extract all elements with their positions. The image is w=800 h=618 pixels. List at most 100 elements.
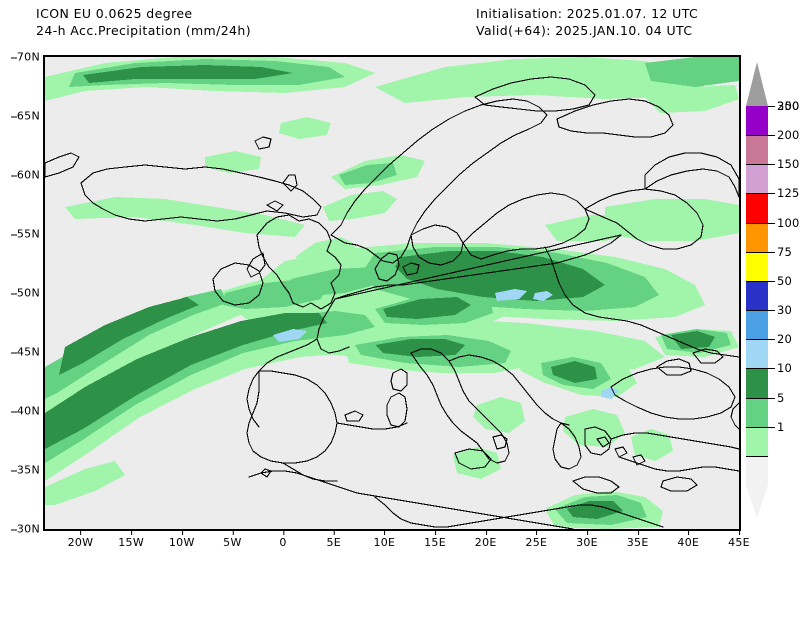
colorbar-tick-mark bbox=[768, 222, 775, 224]
map-plot-area bbox=[43, 55, 741, 531]
header-left-block: ICON EU 0.0625 degree 24-h Acc.Precipita… bbox=[36, 5, 251, 39]
colorbar-tick-label: 125 bbox=[777, 186, 800, 201]
colorbar-band bbox=[746, 455, 768, 485]
coastlines bbox=[45, 76, 739, 529]
latitude-tick-label: 45N bbox=[10, 346, 40, 359]
latitude-tick-mark bbox=[10, 116, 17, 117]
longitude-tick-label: 20E bbox=[475, 529, 497, 549]
colorbar-tick-label: 150 bbox=[777, 157, 800, 172]
colorbar-tick-mark bbox=[768, 368, 775, 370]
latitude-tick-mark bbox=[10, 411, 17, 412]
latitude-tick-mark bbox=[10, 352, 17, 353]
longitude-tick-label: 30E bbox=[576, 529, 598, 549]
colorbar-band bbox=[746, 397, 768, 427]
colorbar-tick-label: 250 bbox=[777, 99, 800, 113]
colorbar-tick-label: 5 bbox=[777, 390, 785, 405]
colorbar-tick-mark bbox=[768, 106, 775, 107]
longitude-tick-label: 45E bbox=[728, 529, 750, 549]
colorbar-band bbox=[746, 280, 768, 311]
longitude-tick-label: 35E bbox=[627, 529, 649, 549]
colorbar-over-arrow bbox=[746, 62, 768, 106]
longitude-tick-mark bbox=[688, 529, 690, 535]
colorbar-band bbox=[746, 339, 768, 369]
latitude-tick-label: 70N bbox=[10, 51, 40, 64]
colorbar-tick-label: 100 bbox=[777, 215, 800, 230]
model-name-label: ICON EU 0.0625 degree bbox=[36, 6, 193, 21]
longitude-tick-label: 0 bbox=[279, 529, 286, 549]
colorbar-tick-label: 200 bbox=[777, 128, 800, 143]
colorbar-band bbox=[746, 135, 768, 165]
colorbar-band bbox=[746, 164, 768, 194]
longitude-tick-label: 10W bbox=[169, 529, 195, 549]
longitude-tick-label: 20W bbox=[68, 529, 94, 549]
valid-time-label: Valid(+64): 2025.JAN.10. 04 UTC bbox=[476, 23, 693, 38]
colorbar-band bbox=[746, 426, 768, 456]
colorbar-tick-label: 75 bbox=[777, 244, 793, 259]
latitude-tick-label: 60N bbox=[10, 169, 40, 182]
colorbar-band bbox=[746, 222, 768, 252]
longitude-tick-mark bbox=[80, 529, 82, 535]
longitude-tick-mark bbox=[536, 529, 538, 535]
latitude-tick-mark bbox=[10, 293, 17, 294]
latitude-tick-mark bbox=[10, 529, 17, 530]
header-right-block: Initialisation: 2025.01.07. 12 UTC Valid… bbox=[476, 5, 698, 39]
map-canvas bbox=[45, 57, 739, 529]
colorbar-tick-mark bbox=[768, 339, 775, 341]
longitude-tick-label: 15E bbox=[424, 529, 446, 549]
latitude-tick-label: 55N bbox=[10, 228, 40, 241]
colorbar-band bbox=[746, 193, 768, 223]
colorbar-tick-label: 1 bbox=[777, 419, 785, 434]
longitude-tick-mark bbox=[283, 529, 285, 535]
longitude-tick-mark bbox=[587, 529, 589, 535]
colorbar-tick-label: 30 bbox=[777, 303, 793, 318]
colorbar-band bbox=[746, 251, 768, 281]
longitude-tick-label: 15W bbox=[118, 529, 144, 549]
longitude-tick-label: 25E bbox=[525, 529, 547, 549]
colorbar-band bbox=[746, 310, 768, 340]
colorbar-tick-mark bbox=[768, 135, 775, 137]
colorbar-tick-mark bbox=[768, 280, 775, 282]
colorbar-tick-label: 10 bbox=[777, 361, 793, 376]
colorbar-band bbox=[746, 106, 768, 136]
colorbar-tick-label: 20 bbox=[777, 332, 793, 347]
longitude-tick-mark bbox=[131, 529, 133, 535]
colorbar-tick-mark bbox=[768, 193, 775, 195]
colorbar-tick-mark bbox=[768, 397, 775, 399]
longitude-tick-label: 5W bbox=[223, 529, 241, 549]
map-header: ICON EU 0.0625 degree 24-h Acc.Precipita… bbox=[0, 0, 800, 52]
latitude-tick-mark bbox=[10, 234, 17, 235]
colorbar-tick-mark bbox=[768, 426, 775, 428]
latitude-tick-mark bbox=[10, 175, 17, 176]
precipitation-field bbox=[45, 57, 739, 529]
longitude-tick-label: 40E bbox=[677, 529, 699, 549]
latitude-tick-mark bbox=[10, 57, 17, 58]
longitude-tick-mark bbox=[485, 529, 487, 535]
latitude-tick-label: 40N bbox=[10, 405, 40, 418]
colorbar-tick-mark bbox=[768, 164, 775, 166]
longitude-tick-mark bbox=[738, 529, 740, 535]
longitude-tick-mark bbox=[384, 529, 386, 535]
colorbar-under-arrow bbox=[746, 485, 768, 518]
latitude-tick-label: 50N bbox=[10, 287, 40, 300]
precipitation-colorbar: 250 200 150 125 100 75 50 30 20 10 5 1 300 bbox=[746, 62, 799, 518]
longitude-tick-label: 10E bbox=[373, 529, 395, 549]
colorbar-tick-label: 50 bbox=[777, 273, 793, 288]
colorbar-tick-label: 300 bbox=[777, 99, 800, 113]
longitude-tick-mark bbox=[333, 529, 335, 535]
map-axes: 70N 65N 60N 55N 50N 45N 40N 35N 30N 20W 15W 10W 5W 0… bbox=[10, 51, 750, 549]
latitude-tick-label: 35N bbox=[10, 464, 40, 477]
longitude-tick-mark bbox=[181, 529, 183, 535]
longitude-tick-mark bbox=[232, 529, 234, 535]
longitude-tick-label: 5E bbox=[326, 529, 341, 549]
colorbar-tick-mark bbox=[768, 310, 775, 312]
colorbar-band bbox=[746, 368, 768, 398]
latitude-tick-label: 65N bbox=[10, 110, 40, 123]
colorbar-tick-mark bbox=[768, 251, 775, 253]
longitude-tick-mark bbox=[435, 529, 437, 535]
longitude-tick-mark bbox=[637, 529, 639, 535]
initialisation-label: Initialisation: 2025.01.07. 12 UTC bbox=[476, 6, 699, 21]
field-name-label: 24-h Acc.Precipitation (mm/24h) bbox=[36, 23, 252, 38]
latitude-tick-mark bbox=[10, 470, 17, 471]
latitude-tick-label: 30N bbox=[10, 523, 40, 536]
